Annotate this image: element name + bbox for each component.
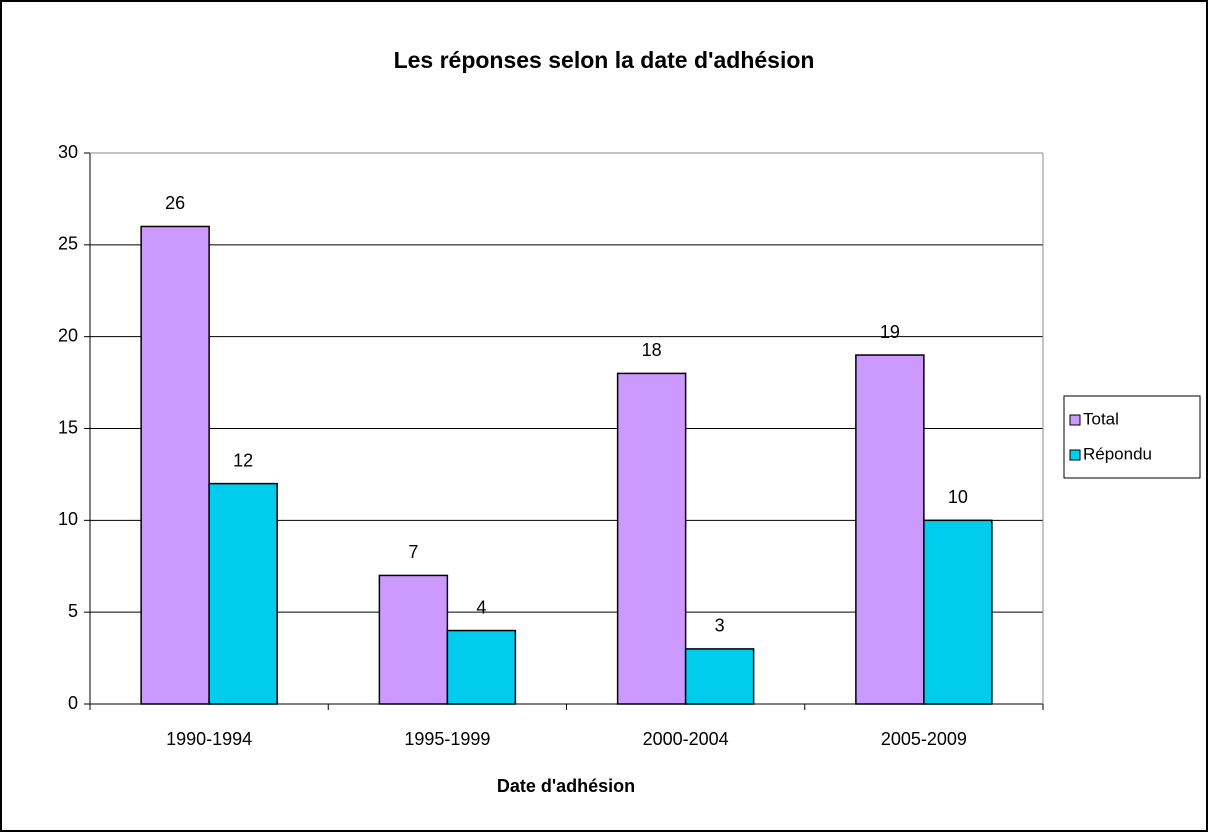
legend-swatch bbox=[1069, 414, 1081, 426]
data-label: 7 bbox=[408, 542, 418, 562]
data-label: 18 bbox=[642, 340, 662, 360]
data-label: 10 bbox=[948, 487, 968, 507]
data-label: 3 bbox=[715, 616, 725, 636]
bar bbox=[923, 519, 993, 705]
bar bbox=[140, 225, 210, 705]
bar bbox=[446, 629, 517, 705]
x-axis-title: Date d'adhésion bbox=[497, 776, 635, 796]
y-tick-label: 20 bbox=[58, 325, 78, 345]
bar bbox=[208, 482, 278, 705]
y-tick-label: 0 bbox=[68, 693, 78, 713]
data-label: 4 bbox=[476, 597, 486, 617]
bar bbox=[616, 372, 687, 705]
y-tick-label: 30 bbox=[58, 142, 78, 162]
chart-title: Les réponses selon la date d'adhésion bbox=[394, 47, 815, 73]
bar bbox=[378, 574, 449, 705]
bar bbox=[855, 354, 925, 705]
y-tick-label: 15 bbox=[58, 417, 78, 437]
legend-box bbox=[1063, 395, 1201, 479]
legend-label: Répondu bbox=[1083, 444, 1152, 463]
bar bbox=[684, 648, 755, 705]
legend-swatch bbox=[1069, 449, 1081, 461]
x-tick-label: 1995-1999 bbox=[404, 729, 490, 749]
x-tick-label: 1990-1994 bbox=[166, 729, 252, 749]
y-tick-label: 10 bbox=[58, 509, 78, 529]
legend: Total Répondu bbox=[1063, 395, 1201, 479]
x-tick-label: 2000-2004 bbox=[643, 729, 729, 749]
legend-label: Total bbox=[1083, 409, 1119, 428]
data-label: 19 bbox=[880, 322, 900, 342]
x-tick-label: 2005-2009 bbox=[881, 729, 967, 749]
y-tick-label: 5 bbox=[68, 601, 78, 621]
y-tick-label: 25 bbox=[58, 234, 78, 254]
data-label: 26 bbox=[165, 193, 185, 213]
data-label: 12 bbox=[233, 450, 253, 470]
